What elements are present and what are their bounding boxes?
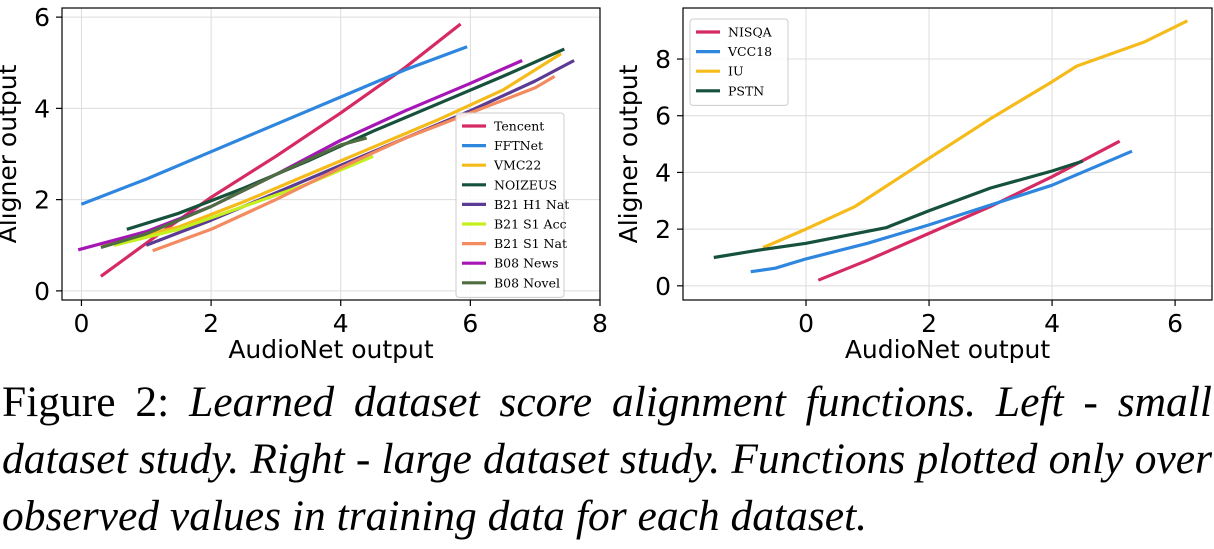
left-series-b21-s1-nat — [152, 75, 556, 253]
left-legend-label-b21-s1-acc: B21 S1 Acc — [494, 217, 567, 232]
right-legend-label-nisqa: NISQA — [728, 25, 773, 40]
right-series-pstn — [713, 159, 1084, 260]
right-ytick-label: 2 — [655, 215, 671, 244]
left-chart: 0 2 4 6 8 0 2 4 6 AudioNet output Aligner output Te… — [0, 3, 608, 364]
right-series-iu — [762, 19, 1189, 250]
right-legend-label-vcc18: VCC18 — [727, 44, 772, 59]
right-legend-box — [689, 18, 789, 106]
left-xtick-label: 8 — [592, 309, 608, 338]
left-y-axis-label: Aligner output — [0, 64, 22, 243]
left-legend: Tencent FFTNet VMC22 NOIZEUS B21 H1 Nat B21 S… — [455, 112, 569, 298]
left-legend-label-tencent: Tencent — [494, 119, 544, 134]
left-series-vmc22 — [100, 52, 562, 247]
figure-caption: Figure 2: Learned dataset score alignmen… — [2, 374, 1212, 545]
caption-text: Learned dataset score alignment function… — [2, 378, 1212, 540]
right-plot-frame — [682, 7, 1213, 301]
left-ytick-label: 6 — [34, 3, 50, 32]
left-legend-label-b21-s1-nat: B21 S1 Nat — [494, 236, 567, 251]
left-legend-label-b21-h1-nat: B21 H1 Nat — [494, 197, 569, 212]
right-y-axis-label: Aligner output — [614, 64, 643, 243]
right-ytick-label: 0 — [655, 272, 671, 301]
right-ytick-label: 4 — [655, 158, 671, 187]
caption-label: Figure 2: — [2, 378, 170, 426]
left-legend-label-vmc22: VMC22 — [493, 158, 541, 173]
right-xtick-label: 2 — [921, 309, 937, 338]
left-xtick-label: 2 — [203, 309, 219, 338]
right-series-nisqa — [817, 139, 1121, 282]
left-legend-label-noizeus: NOIZEUS — [494, 177, 557, 192]
left-series-b08-news — [77, 59, 523, 252]
right-ytick-label: 8 — [655, 45, 671, 74]
left-xtick-label: 4 — [333, 309, 349, 338]
left-xtick-label: 6 — [462, 309, 478, 338]
right-legend-label-iu: IU — [728, 64, 743, 79]
left-series-fftnet — [80, 45, 468, 206]
right-ytick-label: 6 — [655, 102, 671, 131]
right-xtick-label: 0 — [798, 309, 814, 338]
left-legend-box — [455, 112, 565, 298]
left-legend-label-b08-news: B08 News — [494, 256, 559, 271]
left-series-tencent — [99, 22, 462, 278]
left-series-b08-novel — [100, 136, 368, 250]
right-xtick-label: 4 — [1044, 309, 1060, 338]
left-legend-label-fftnet: FFTNet — [494, 138, 543, 153]
right-xtick-label: 6 — [1167, 309, 1183, 338]
right-chart: 0 2 4 6 0 2 4 6 8 AudioNet output Aligner output NI… — [614, 7, 1213, 364]
right-x-axis-label: AudioNet output — [845, 335, 1051, 364]
left-x-axis-label: AudioNet output — [228, 335, 434, 364]
left-plot-frame — [61, 7, 601, 301]
left-legend-label-b08-novel: B08 Novel — [494, 275, 560, 290]
right-legend-label-pstn: PSTN — [728, 83, 764, 98]
left-ytick-label: 0 — [34, 277, 50, 306]
right-legend: NISQA VCC18 IU PSTN — [689, 18, 789, 106]
left-ytick-label: 2 — [34, 186, 50, 215]
left-ytick-label: 4 — [34, 94, 50, 123]
left-xtick-label: 0 — [73, 309, 89, 338]
right-series-vcc18 — [750, 149, 1133, 274]
